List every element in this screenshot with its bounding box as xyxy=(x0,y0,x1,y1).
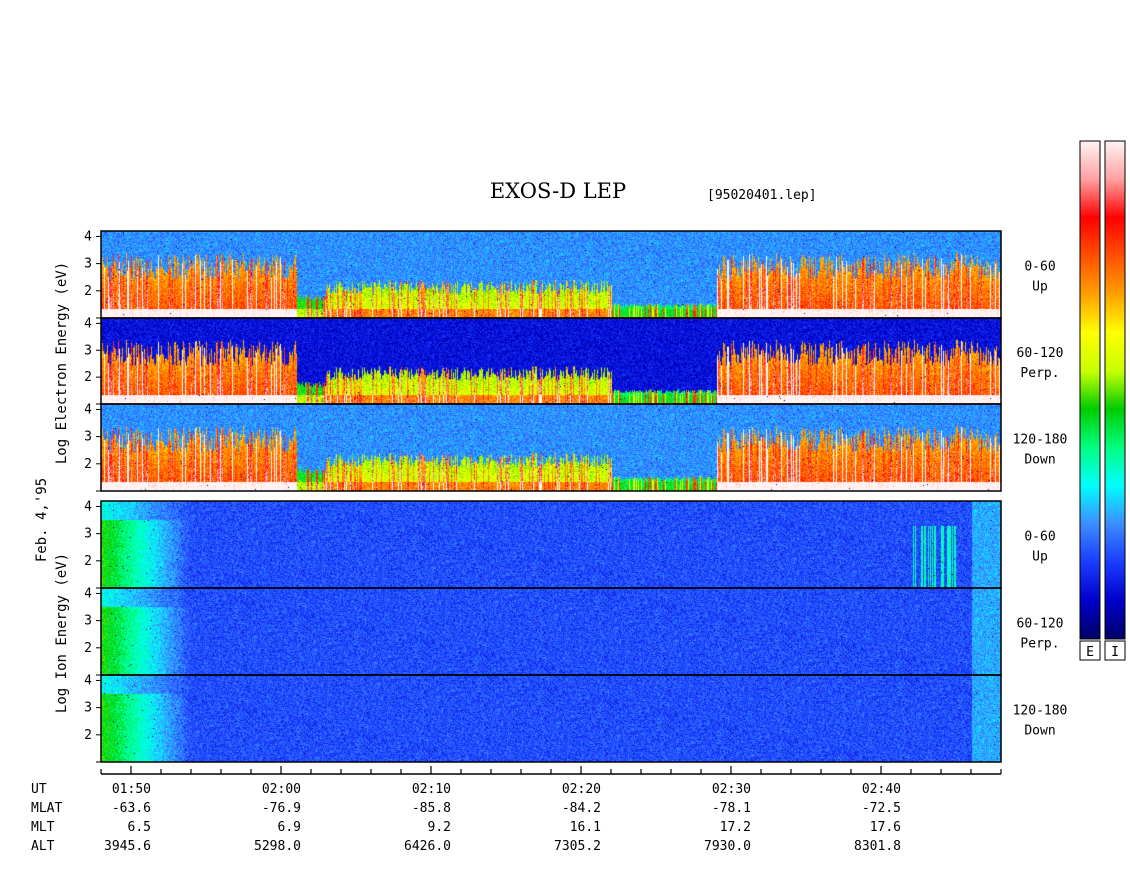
ephemeris-value: 7930.0 xyxy=(704,839,751,854)
date-label: Feb. 4,'95 xyxy=(34,478,50,562)
ephemeris-value: 02:20 xyxy=(562,782,601,797)
pitch-range-label: 120-180 xyxy=(1013,704,1068,719)
y-tick-label: 4 xyxy=(84,316,92,331)
ephemeris-value: 02:30 xyxy=(712,782,751,797)
y-tick-label: 2 xyxy=(84,728,92,743)
ephemeris-row-label: UT xyxy=(31,782,47,797)
ephemeris-value: 6.9 xyxy=(278,820,301,835)
pitch-direction-label: Up xyxy=(1032,280,1048,295)
y-tick-label: 3 xyxy=(84,430,92,445)
ephemeris-value: 6426.0 xyxy=(404,839,451,854)
spectrogram-image xyxy=(101,501,1001,588)
ephemeris-value: -72.5 xyxy=(862,801,901,816)
file-label: [95020401.lep] xyxy=(707,188,817,203)
ephemeris-table: UT 01:50 02:00 02:10 02:20 02:30 02:40 MLAT -63.… xyxy=(31,782,901,854)
y-tick-label: 2 xyxy=(84,554,92,569)
pitch-direction-label: Down xyxy=(1024,453,1055,468)
spectrogram-panels xyxy=(101,231,1001,762)
spectrogram-image xyxy=(101,588,1001,675)
y-tick-label: 4 xyxy=(84,586,92,601)
panel-frame xyxy=(100,403,1002,492)
pitch-range-label: 60-120 xyxy=(1017,617,1064,632)
colorbar xyxy=(1104,140,1126,640)
ephemeris-row-label: MLAT xyxy=(31,801,62,816)
spectrogram-image xyxy=(101,231,1001,318)
pitch-range-label: 0-60 xyxy=(1024,260,1055,275)
y-tick-label: 3 xyxy=(84,527,92,542)
chart-title: EXOS-D LEP xyxy=(490,179,626,203)
pitch-direction-label: Up xyxy=(1032,550,1048,565)
y-tick-label: 4 xyxy=(84,229,92,244)
y-tick-label: 4 xyxy=(84,499,92,514)
ephemeris-value: 02:00 xyxy=(262,782,301,797)
ephemeris-value: 16.1 xyxy=(570,820,601,835)
panel-frame xyxy=(100,674,1002,763)
pitch-range-label: 60-120 xyxy=(1017,346,1064,361)
ephemeris-value: -84.2 xyxy=(562,801,601,816)
y-tick-label: 3 xyxy=(84,343,92,358)
y-tick-label: 3 xyxy=(84,701,92,716)
pitch-direction-label: Down xyxy=(1024,724,1055,739)
axes: 4 3 2 4 3 2 4 3 2 4 3 2 4 3 2 4 3 2 xyxy=(84,229,1002,775)
y-tick-label: 2 xyxy=(84,370,92,385)
ephemeris-value: -63.6 xyxy=(112,801,151,816)
colorbar-label: I xyxy=(1111,645,1119,660)
colorbar xyxy=(1079,140,1101,640)
spectrogram-image xyxy=(101,404,1001,491)
pitch-direction-label: Perp. xyxy=(1020,366,1059,381)
spectrogram-image xyxy=(101,318,1001,404)
pitch-angle-labels: 0-60 Up 60-120 Perp. 120-180 Down 0-60 Up 60-120… xyxy=(1013,260,1068,739)
y-tick-label: 4 xyxy=(84,673,92,688)
ephemeris-row-label: MLT xyxy=(31,820,55,835)
ephemeris-value: 02:10 xyxy=(412,782,451,797)
ephemeris-value: 17.6 xyxy=(870,820,901,835)
ephemeris-value: 02:40 xyxy=(862,782,901,797)
ephemeris-value: -78.1 xyxy=(712,801,751,816)
y-tick-label: 2 xyxy=(84,284,92,299)
electron-y-axis-label: Log Electron Energy (eV) xyxy=(54,262,70,464)
y-tick-label: 2 xyxy=(84,641,92,656)
ephemeris-value: -85.8 xyxy=(412,801,451,816)
ephemeris-value: 8301.8 xyxy=(854,839,901,854)
spectrogram-image xyxy=(101,675,1001,762)
pitch-range-label: 120-180 xyxy=(1013,433,1068,448)
colorbar-label-box xyxy=(1104,640,1126,661)
ephemeris-row-label: ALT xyxy=(31,839,55,854)
y-tick-label: 3 xyxy=(84,257,92,272)
pitch-range-label: 0-60 xyxy=(1024,530,1055,545)
ephemeris-value: 6.5 xyxy=(128,820,151,835)
ephemeris-value: 7305.2 xyxy=(554,839,601,854)
y-tick-label: 4 xyxy=(84,402,92,417)
y-tick-label: 2 xyxy=(84,457,92,472)
pitch-direction-label: Perp. xyxy=(1020,637,1059,652)
ephemeris-value: 3945.6 xyxy=(104,839,151,854)
ion-y-axis-label: Log Ion Energy (eV) xyxy=(54,553,70,713)
ephemeris-value: 9.2 xyxy=(428,820,451,835)
colorbar-label-box xyxy=(1079,640,1101,661)
ephemeris-value: -76.9 xyxy=(262,801,301,816)
y-tick-label: 3 xyxy=(84,614,92,629)
ephemeris-value: 01:50 xyxy=(112,782,151,797)
colorbar-label: E xyxy=(1086,645,1094,660)
ephemeris-value: 5298.0 xyxy=(254,839,301,854)
ephemeris-value: 17.2 xyxy=(720,820,751,835)
